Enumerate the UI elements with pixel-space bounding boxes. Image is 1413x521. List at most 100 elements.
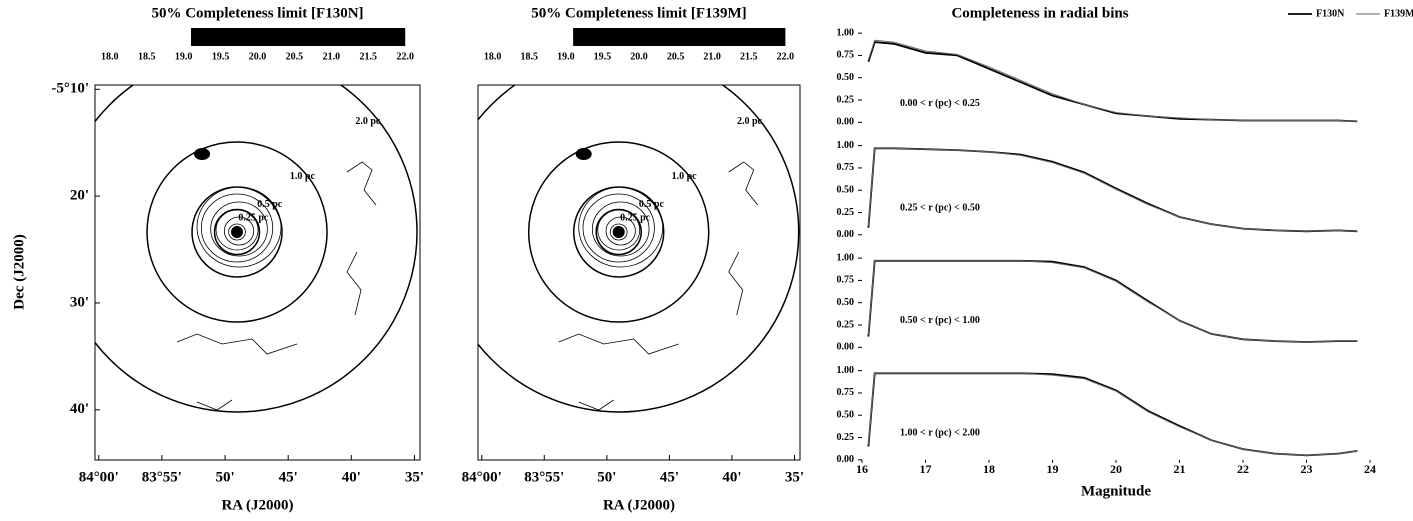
y-tick-label: 0.00 <box>837 454 855 465</box>
series-line <box>867 41 1358 123</box>
y-tick-label: 0.50 <box>837 185 855 196</box>
y-tick-label: 0.75 <box>837 162 855 173</box>
y-tick-label: -5°10' <box>51 81 89 97</box>
map-area: 2.0 pc 1.0 pc 0.5 pc 0.25 pc <box>478 85 800 413</box>
series-line <box>867 147 1358 233</box>
y-tick-label: 1.00 <box>837 27 855 38</box>
panel-title: 50% Completeness limit [F139M] <box>531 5 746 21</box>
y-tick-label: 0.50 <box>837 72 855 83</box>
series-line <box>867 372 1358 457</box>
x-tick-label: 40' <box>342 469 361 485</box>
series-line <box>867 259 1358 343</box>
contour-core <box>612 226 625 238</box>
legend-label: F139M <box>1384 8 1413 19</box>
colorbar-tick-label: 22.0 <box>396 51 414 62</box>
x-tick-label: 50' <box>597 469 616 485</box>
y-tick-label: 1.00 <box>837 365 855 376</box>
radius-label: 2.0 pc <box>737 116 763 127</box>
map-area: 2.0 pc 1.0 pc 0.5 pc 0.25 pc <box>95 85 418 413</box>
colorbar-tick-label: 18.0 <box>484 51 502 62</box>
x-tick-label: 84°00' <box>79 469 119 485</box>
radius-label: 2.0 pc <box>355 116 381 127</box>
x-axis-label: Magnitude <box>1081 483 1151 499</box>
x-tick-label: 45' <box>660 469 679 485</box>
annotation: 0.25 < r (pc) < 0.50 <box>900 202 980 213</box>
colorbar-tick-label: 20.5 <box>667 51 685 62</box>
y-tick-label: 0.75 <box>837 387 855 398</box>
x-tick-label: 20 <box>1110 462 1122 476</box>
y-tick-label: 0.00 <box>837 342 855 353</box>
contour <box>605 216 636 246</box>
y-tick-label: 0.00 <box>837 117 855 128</box>
radius-label: 1.0 pc <box>290 171 316 182</box>
y-tick-label: 0.25 <box>837 94 855 105</box>
colorbar-fill <box>573 28 786 46</box>
x-tick-label: 19 <box>1047 462 1059 476</box>
series-line <box>867 39 1358 122</box>
legend-label: F130N <box>1316 8 1345 19</box>
radius-label: 1.0 pc <box>672 171 698 182</box>
colorbar-tick-label: 18.0 <box>101 51 119 62</box>
radius-circle <box>146 141 328 323</box>
y-tick-label: 0.25 <box>837 207 855 218</box>
panel-title: Completeness in radial bins <box>951 5 1128 21</box>
contour-core <box>231 226 244 238</box>
x-tick-label: 35' <box>785 469 804 485</box>
y-tick-label: 40' <box>70 401 89 417</box>
colorbar-tick-label: 19.5 <box>594 51 612 62</box>
y-tick-label: 0.25 <box>837 319 855 330</box>
x-tick-label: 18 <box>983 462 995 476</box>
radius-label: 0.5 pc <box>257 199 283 210</box>
map-frame <box>94 84 421 461</box>
radius-circle <box>595 208 642 256</box>
x-tick-label: 45' <box>279 469 298 485</box>
y-tick-label: 0.75 <box>837 275 855 286</box>
colorbar-tick-label: 21.5 <box>740 51 758 62</box>
series-line <box>867 147 1358 232</box>
contour <box>591 201 650 257</box>
radius-circle <box>191 186 283 278</box>
y-tick-label: 1.00 <box>837 140 855 151</box>
radius-label: 0.25 pc <box>238 213 269 224</box>
y-axis-label: Dec (J2000) <box>11 234 27 309</box>
colorbar-tick-label: 20.0 <box>249 51 267 62</box>
y-tick-label: 0.75 <box>837 50 855 61</box>
colorbar-tick-label: 20.0 <box>630 51 648 62</box>
colorbar-tick-label: 21.0 <box>323 51 341 62</box>
colorbar-tick-label: 21.0 <box>703 51 721 62</box>
contour <box>176 161 377 411</box>
x-tick-label: 83°55' <box>524 469 564 485</box>
radius-label: 0.5 pc <box>639 199 665 210</box>
x-tick-label: 17 <box>920 462 932 476</box>
radius-label: 0.25 pc <box>620 213 651 224</box>
x-axis-label: RA (J2000) <box>603 497 675 513</box>
y-tick-label: 0.50 <box>837 410 855 421</box>
radius-circle <box>527 141 710 323</box>
colorbar-tick-label: 18.5 <box>138 51 156 62</box>
contour <box>210 201 268 257</box>
radius-circle <box>572 186 665 278</box>
colorbar-tick-label: 18.5 <box>520 51 538 62</box>
contour <box>558 161 759 411</box>
radius-circle <box>95 85 418 413</box>
x-tick-label: 16 <box>856 462 868 476</box>
x-tick-label: 83°55' <box>142 469 182 485</box>
radius-circle <box>213 208 261 256</box>
contour <box>582 193 655 263</box>
y-tick-label: 30' <box>70 294 89 310</box>
colorbar-fill <box>191 28 406 46</box>
map-frame <box>477 84 801 461</box>
y-tick-label: 20' <box>70 188 89 204</box>
y-tick-label: 0.25 <box>837 432 855 443</box>
series-line <box>867 260 1358 343</box>
series-line <box>867 372 1358 456</box>
x-tick-label: 23 <box>1301 462 1313 476</box>
annotation: 0.00 < r (pc) < 0.25 <box>900 98 980 109</box>
panel-title: 50% Completeness limit [F130N] <box>151 5 363 21</box>
x-tick-label: 35' <box>405 469 424 485</box>
x-tick-label: 40' <box>722 469 741 485</box>
contour <box>200 193 274 263</box>
colorbar-tick-label: 19.0 <box>175 51 193 62</box>
contour <box>228 223 246 241</box>
